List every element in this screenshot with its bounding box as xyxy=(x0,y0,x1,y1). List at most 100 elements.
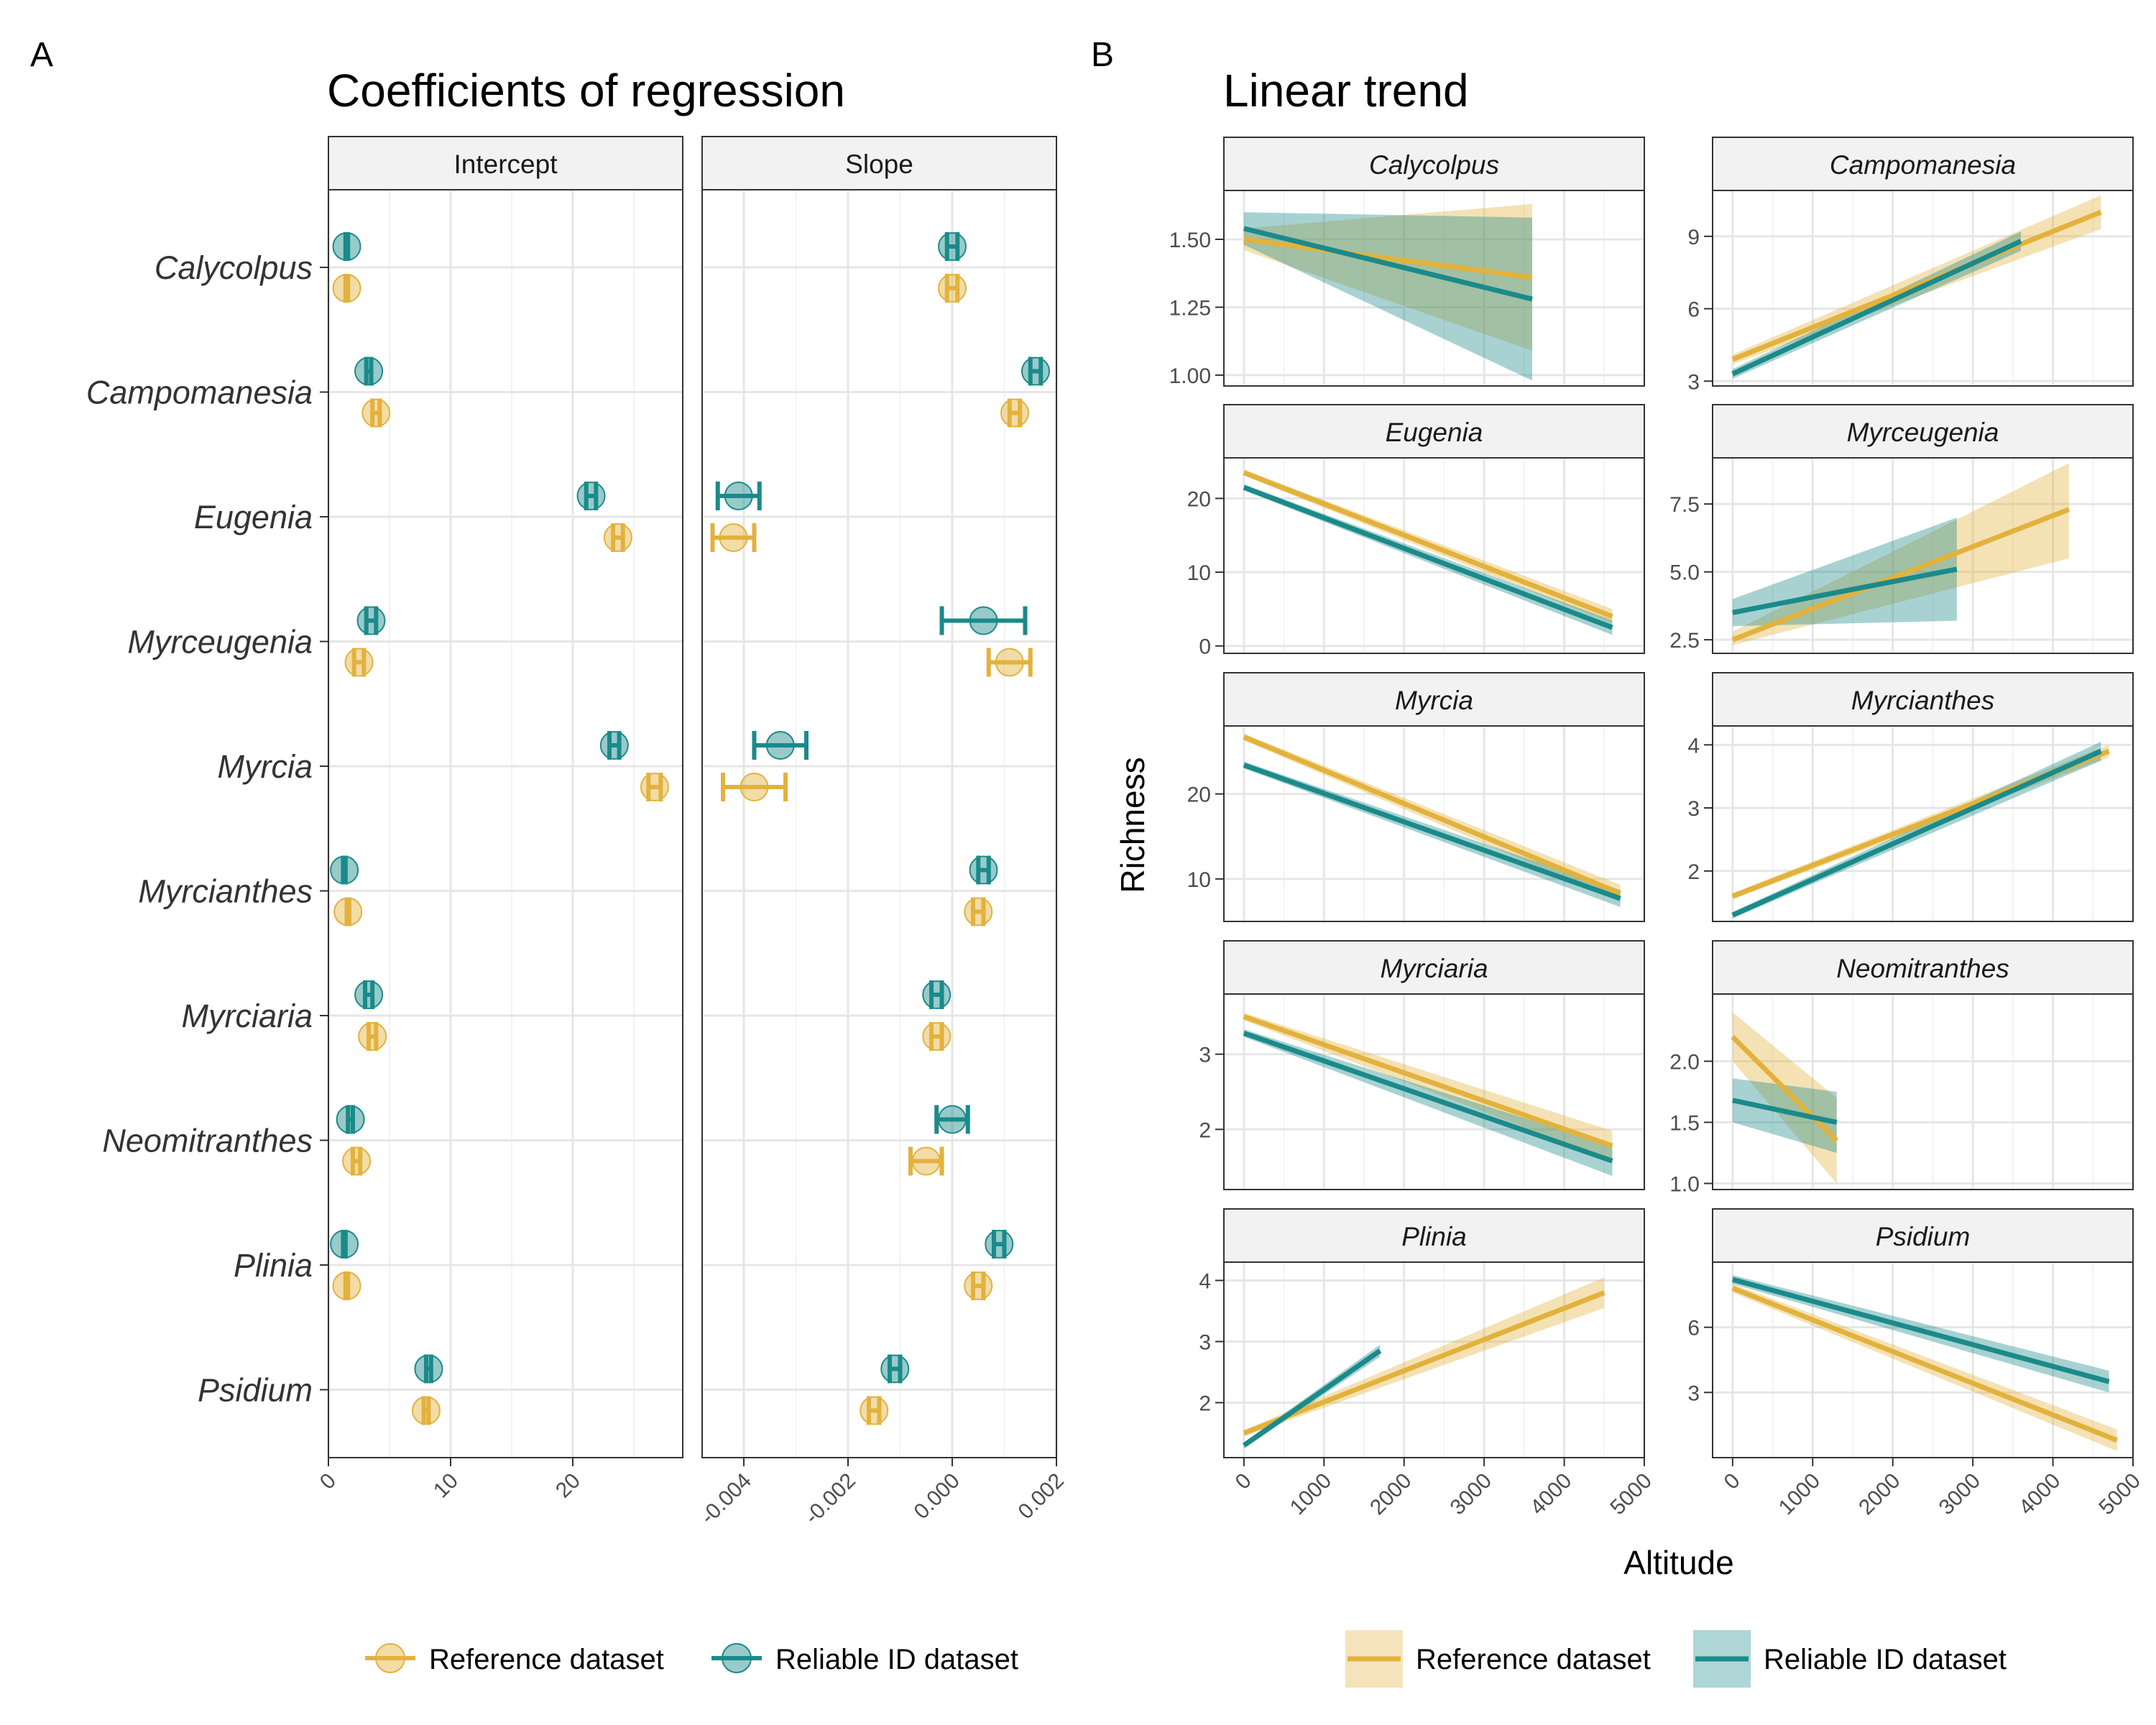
trend-line-eugenia-reference xyxy=(1243,470,1613,619)
trend-line-myrcia-reliable xyxy=(1243,763,1621,901)
facet-label-slope: Slope xyxy=(845,150,913,179)
point-intercept-myrcianthes-reliable xyxy=(330,855,359,885)
genus-label-myrcia: Myrcia xyxy=(218,748,313,785)
point-slope-psidium-reference xyxy=(860,1396,889,1425)
panel-border-slope xyxy=(701,189,1057,1458)
point-slope-neomitranthes-reference xyxy=(911,1146,941,1176)
panel-border-campomanesia xyxy=(1712,190,2134,387)
panel-border-myrciaria xyxy=(1223,993,1645,1190)
point-slope-myrceugenia-reliable xyxy=(969,606,998,635)
facet-strip-plinia xyxy=(1223,1208,1645,1263)
panel-border-myrcianthes xyxy=(1712,725,2134,922)
point-slope-myrciaria-reference xyxy=(922,1022,952,1051)
legend-a-reference-label: Reference dataset xyxy=(429,1644,664,1675)
legend-b-reference-label: Reference dataset xyxy=(1416,1644,1651,1675)
panel-border-eugenia xyxy=(1223,457,1645,654)
x-tick-label-slope: -0.002 xyxy=(800,1469,860,1529)
x-tick-label-plinia: 0 xyxy=(1231,1469,1256,1494)
trend-line-myrcia-reference xyxy=(1243,735,1621,896)
trend-line-neomitranthes-reliable xyxy=(1732,1098,1838,1125)
y-tick-label-calycolpus: 1.50 xyxy=(1169,229,1211,252)
legend-a-reliable-label: Reliable ID dataset xyxy=(775,1644,1018,1675)
trend-line-plinia-reliable xyxy=(1242,1348,1382,1448)
facet-strip-myrcia xyxy=(1223,672,1645,727)
x-tick-label-intercept: 20 xyxy=(551,1469,585,1503)
facet-strip-psidium xyxy=(1712,1208,2134,1263)
trend-line-neomitranthes-reference xyxy=(1731,1035,1839,1143)
y-tick-label-myrceugenia: 2.5 xyxy=(1669,629,1700,653)
panel-a-title: Coefficients of regression xyxy=(327,65,845,116)
facet-label-myrciaria: Myrciaria xyxy=(1380,954,1488,983)
ci-ribbon-calycolpus-reference xyxy=(1243,203,1532,351)
point-intercept-psidium-reference xyxy=(412,1396,441,1425)
panel-a: Intercept 0 10 20 Slope -0.004 -0.002 0.000 0.00… xyxy=(86,136,1069,1529)
legend-a: Reference dataset Reliable ID dataset xyxy=(365,1643,1018,1675)
panel-border-myrceugenia xyxy=(1712,457,2134,654)
y-tick-label-myrceugenia: 7.5 xyxy=(1669,493,1700,517)
point-slope-neomitranthes-reliable xyxy=(938,1105,967,1134)
genus-label-neomitranthes: Neomitranthes xyxy=(102,1123,313,1159)
y-tick-label-plinia: 4 xyxy=(1199,1270,1211,1294)
y-tick-label-campomanesia: 6 xyxy=(1687,298,1700,322)
y-tick-label-neomitranthes: 2.0 xyxy=(1669,1051,1700,1075)
x-tick-label-intercept: 10 xyxy=(429,1469,463,1503)
legend-a-reference-dot xyxy=(375,1643,405,1673)
y-tick-label-eugenia: 20 xyxy=(1187,487,1211,511)
point-intercept-myrcia-reliable xyxy=(599,731,629,760)
point-intercept-plinia-reliable xyxy=(330,1230,359,1259)
panel-b-ylabel: Richness xyxy=(1114,757,1151,893)
facet-label-eugenia: Eugenia xyxy=(1386,418,1483,447)
facet-label-myrceugenia: Myrceugenia xyxy=(1847,418,1999,447)
point-intercept-myrceugenia-reliable xyxy=(356,606,386,635)
point-slope-plinia-reference xyxy=(964,1271,993,1300)
point-slope-eugenia-reference xyxy=(719,523,748,552)
point-slope-calycolpus-reliable xyxy=(938,232,967,261)
genus-label-myrcianthes: Myrcianthes xyxy=(138,873,313,910)
point-slope-myrciaria-reliable xyxy=(922,980,952,1009)
point-intercept-myrciaria-reference xyxy=(358,1022,387,1051)
facet-label-intercept: Intercept xyxy=(454,150,558,179)
trend-line-psidium-reliable xyxy=(1731,1276,2110,1384)
point-intercept-neomitranthes-reliable xyxy=(336,1105,365,1134)
panel-b-letter: B xyxy=(1091,36,1114,74)
trend-line-campomanesia-reference xyxy=(1731,209,2102,362)
panel-border-intercept xyxy=(328,189,683,1458)
point-slope-eugenia-reliable xyxy=(724,482,753,510)
panel-border-neomitranthes xyxy=(1712,993,2134,1190)
panel-border-calycolpus xyxy=(1223,190,1645,387)
ci-ribbon-neomitranthes-reference xyxy=(1732,1012,1837,1184)
y-tick-label-myrcia: 20 xyxy=(1187,783,1211,807)
point-intercept-campomanesia-reference xyxy=(361,398,391,428)
point-slope-myrcianthes-reliable xyxy=(969,855,998,885)
facet-strip-myrcianthes xyxy=(1712,672,2134,727)
legend-b: Reference dataset Reliable ID dataset xyxy=(1345,1630,2007,1688)
genus-label-psidium: Psidium xyxy=(198,1372,313,1409)
x-tick-label-slope: 0.000 xyxy=(910,1469,964,1524)
point-intercept-psidium-reliable xyxy=(414,1354,443,1384)
facet-strip-myrceugenia xyxy=(1712,404,2134,459)
panel-border-psidium xyxy=(1712,1261,2134,1458)
point-slope-myrcia-reference xyxy=(740,773,769,801)
x-tick-label-plinia: 2000 xyxy=(1365,1469,1416,1520)
trend-line-myrceugenia-reliable xyxy=(1732,566,1958,615)
y-tick-label-myrcianthes: 3 xyxy=(1687,797,1700,821)
point-intercept-myrcianthes-reference xyxy=(333,897,363,926)
legend-b-reliable-label: Reliable ID dataset xyxy=(1764,1644,2007,1675)
panel-a-letter: A xyxy=(30,36,53,74)
facet-strip-neomitranthes xyxy=(1712,940,2134,995)
y-tick-label-myrciaria: 2 xyxy=(1199,1118,1211,1142)
point-slope-psidium-reliable xyxy=(880,1354,910,1384)
panel-b-title: Linear trend xyxy=(1223,65,1469,116)
y-tick-label-psidium: 3 xyxy=(1687,1381,1700,1405)
facet-label-plinia: Plinia xyxy=(1401,1222,1467,1251)
point-slope-myrcia-reliable xyxy=(765,731,795,760)
point-intercept-calycolpus-reference xyxy=(332,274,361,303)
y-tick-label-plinia: 3 xyxy=(1199,1331,1211,1355)
point-intercept-myrciaria-reliable xyxy=(354,980,384,1009)
y-tick-label-myrciaria: 3 xyxy=(1199,1044,1211,1067)
y-tick-label-myrcianthes: 4 xyxy=(1687,734,1700,758)
point-slope-campomanesia-reference xyxy=(1000,398,1029,428)
point-intercept-eugenia-reference xyxy=(603,523,632,552)
y-tick-label-campomanesia: 3 xyxy=(1687,370,1700,394)
y-tick-label-myrcia: 10 xyxy=(1187,868,1211,892)
